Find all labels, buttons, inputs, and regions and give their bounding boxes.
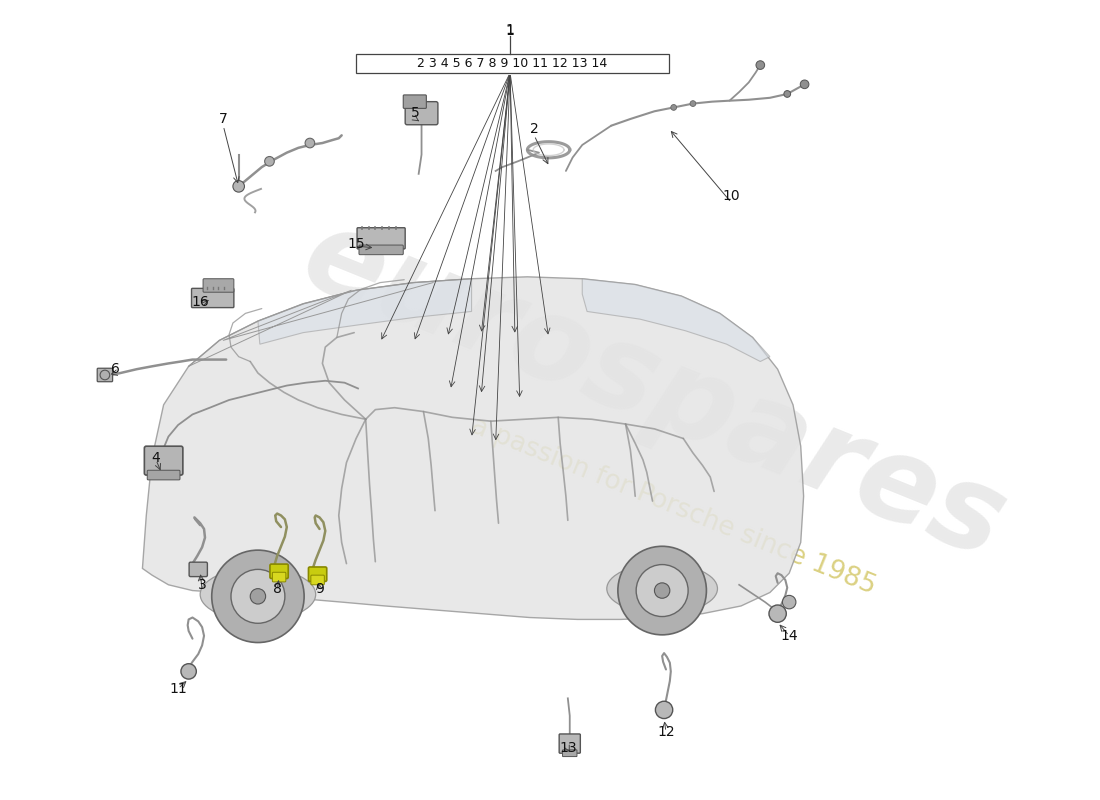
Text: 3: 3 xyxy=(198,578,207,592)
FancyBboxPatch shape xyxy=(97,368,112,382)
Circle shape xyxy=(231,570,285,623)
FancyBboxPatch shape xyxy=(311,575,324,585)
Text: 1: 1 xyxy=(506,24,515,38)
FancyBboxPatch shape xyxy=(191,288,234,308)
Text: 14: 14 xyxy=(780,629,798,642)
FancyBboxPatch shape xyxy=(204,278,234,292)
Circle shape xyxy=(782,595,796,609)
Circle shape xyxy=(671,105,676,110)
Circle shape xyxy=(800,80,808,89)
Text: 7: 7 xyxy=(219,112,228,126)
Text: 2: 2 xyxy=(530,122,539,135)
Circle shape xyxy=(265,157,274,166)
Text: 16: 16 xyxy=(191,295,209,309)
Circle shape xyxy=(784,90,791,98)
FancyBboxPatch shape xyxy=(270,564,288,578)
Circle shape xyxy=(305,138,315,148)
Text: 4: 4 xyxy=(152,450,161,465)
Text: 11: 11 xyxy=(169,682,187,696)
Text: a passion for Porsche since 1985: a passion for Porsche since 1985 xyxy=(468,413,880,599)
Circle shape xyxy=(100,370,110,380)
FancyBboxPatch shape xyxy=(144,446,183,475)
FancyBboxPatch shape xyxy=(189,562,208,577)
Polygon shape xyxy=(582,278,770,362)
Circle shape xyxy=(654,583,670,598)
FancyBboxPatch shape xyxy=(404,95,427,108)
Circle shape xyxy=(769,605,786,622)
Bar xyxy=(356,54,669,73)
Circle shape xyxy=(690,101,696,106)
Ellipse shape xyxy=(200,568,316,621)
FancyBboxPatch shape xyxy=(273,572,286,582)
Polygon shape xyxy=(142,277,804,619)
Text: 10: 10 xyxy=(723,189,740,203)
FancyBboxPatch shape xyxy=(308,567,327,582)
Text: 12: 12 xyxy=(657,725,674,739)
Circle shape xyxy=(618,546,706,635)
Text: 8: 8 xyxy=(273,582,282,596)
Circle shape xyxy=(180,664,196,679)
Text: 6: 6 xyxy=(111,362,120,376)
Circle shape xyxy=(636,565,689,617)
FancyBboxPatch shape xyxy=(147,470,180,480)
Circle shape xyxy=(233,181,244,192)
FancyBboxPatch shape xyxy=(562,750,578,757)
FancyBboxPatch shape xyxy=(559,734,581,754)
Text: 2 3 4 5 6 7 8 9 10 11 12 13 14: 2 3 4 5 6 7 8 9 10 11 12 13 14 xyxy=(417,57,607,70)
Circle shape xyxy=(756,61,764,70)
FancyBboxPatch shape xyxy=(405,102,438,125)
Text: eurospares: eurospares xyxy=(287,198,1022,583)
Text: 1: 1 xyxy=(506,23,515,38)
Ellipse shape xyxy=(607,564,717,614)
FancyBboxPatch shape xyxy=(359,245,404,254)
Circle shape xyxy=(211,550,304,642)
Text: 5: 5 xyxy=(411,106,420,120)
FancyBboxPatch shape xyxy=(358,228,405,249)
Polygon shape xyxy=(257,278,472,344)
Circle shape xyxy=(250,589,265,604)
Text: 15: 15 xyxy=(348,237,365,251)
Text: 13: 13 xyxy=(559,742,576,755)
Text: 9: 9 xyxy=(315,582,324,596)
Circle shape xyxy=(656,702,673,718)
